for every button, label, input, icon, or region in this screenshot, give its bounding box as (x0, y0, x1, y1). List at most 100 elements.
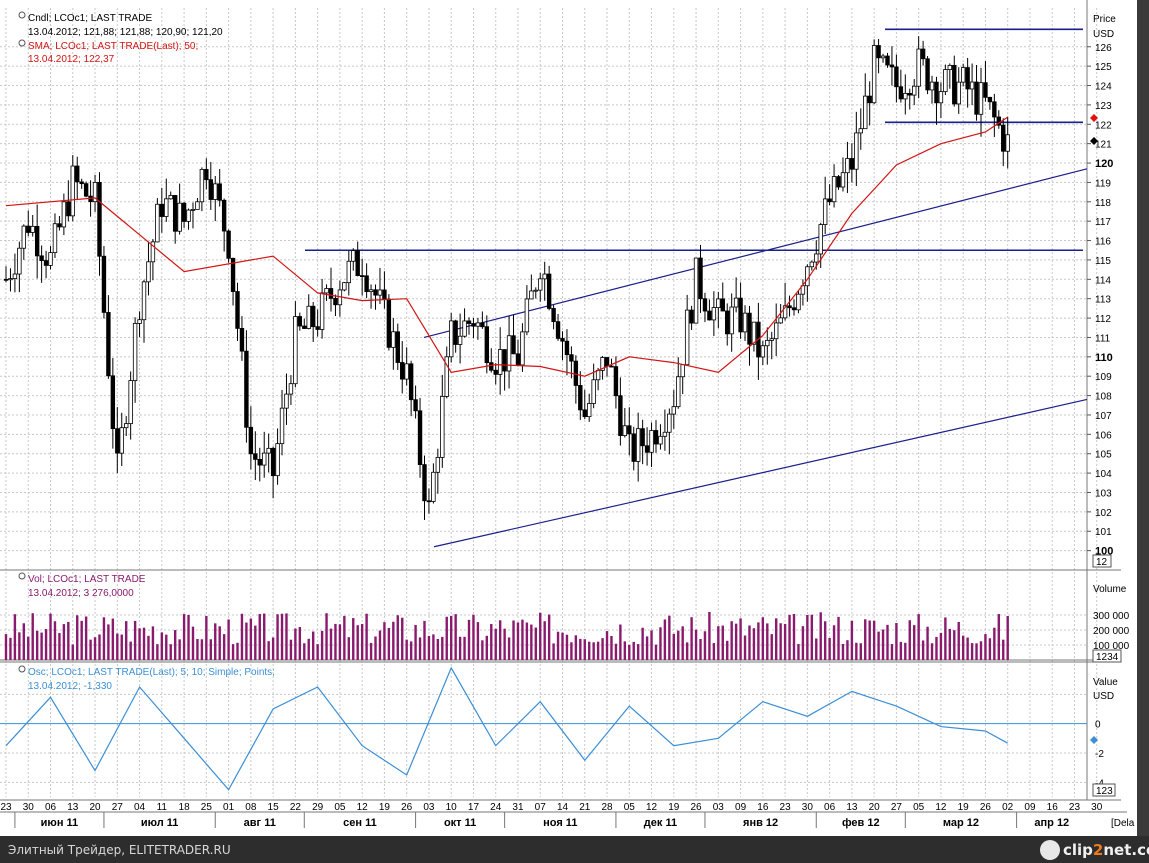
volume-bar (895, 623, 898, 660)
volume-bar (9, 637, 12, 660)
volume-bar (944, 617, 947, 660)
x-day-label: 12 (935, 802, 947, 813)
candle-body (782, 305, 788, 319)
osc-tick-label: 0 (1095, 720, 1101, 731)
x-day-label: 27 (112, 802, 124, 813)
candle-body (471, 323, 476, 327)
volume-bar (13, 614, 17, 660)
volume-bar (654, 644, 658, 660)
volume-bar (645, 636, 649, 660)
footer-caption: Элитный Трейдер, ELITETRADER.RU (8, 843, 231, 857)
volume-bar (583, 639, 586, 660)
volume-bar (872, 620, 876, 660)
candle-body (132, 323, 138, 381)
volume-bar (650, 630, 653, 660)
x-day-label: 21 (579, 802, 591, 813)
x-day-label: 18 (179, 802, 191, 813)
candle-body (827, 198, 832, 203)
candle-body (355, 250, 360, 277)
candle-body (190, 209, 196, 211)
volume-bar (62, 624, 66, 660)
candle-body (876, 45, 881, 59)
price-tick-label: 108 (1095, 392, 1112, 403)
volume-bar (547, 614, 551, 660)
volume-bar (427, 635, 431, 660)
candle-body (889, 64, 895, 68)
volume-bar (191, 626, 195, 660)
candle-body (765, 339, 770, 347)
candle-body (52, 223, 58, 254)
volume-bar (806, 614, 809, 660)
candle-body (969, 81, 975, 90)
candle-body (408, 363, 414, 401)
candle-body (943, 69, 948, 93)
candle-body (413, 399, 418, 412)
volume-bar (850, 620, 854, 660)
candle-body (177, 202, 182, 232)
x-day-label: 14 (557, 802, 569, 813)
candle-body (364, 275, 369, 293)
candle-body (929, 81, 935, 91)
candle-body (564, 340, 570, 356)
price-tick-label: 114 (1095, 275, 1111, 286)
candle-body (489, 362, 494, 371)
candle-body (587, 403, 592, 418)
price-tick-label: 109 (1095, 372, 1112, 383)
volume-bar (703, 631, 707, 660)
volume-bar (76, 615, 79, 660)
volume-bar (970, 643, 974, 660)
volume-bar (636, 644, 640, 660)
candle-body (1005, 134, 1010, 152)
candle-body (106, 312, 111, 377)
candle-body (244, 350, 249, 428)
volume-bar (957, 622, 960, 660)
candle-body (693, 257, 699, 324)
volume-bar (757, 622, 760, 660)
volume-bar (125, 621, 128, 660)
candle-body (493, 369, 498, 375)
candle-body (293, 316, 298, 385)
volume-bar (49, 613, 52, 660)
volume-bar (864, 619, 867, 660)
volume-bar (133, 620, 137, 660)
volume-bar (935, 636, 938, 660)
volume-bar (414, 624, 417, 660)
x-day-label: 08 (245, 802, 257, 813)
candle-body (894, 66, 899, 88)
candle-body (836, 176, 841, 188)
candle-body (992, 101, 997, 118)
volume-bar (979, 641, 983, 660)
volume-bar (84, 616, 88, 660)
volume-bar (953, 630, 956, 660)
x-day-label: 25 (201, 802, 213, 813)
candle-body (631, 433, 636, 462)
candle-body (221, 199, 227, 232)
candle-body (831, 176, 837, 203)
candle-body (907, 92, 912, 96)
candle-body (947, 64, 953, 70)
candle-body (248, 426, 254, 455)
price-tick-label: 113 (1095, 295, 1111, 306)
candle-body (506, 335, 512, 372)
candle-body (12, 273, 18, 279)
volume-bar (102, 617, 106, 660)
candle-body (235, 291, 240, 329)
channel-line (433, 398, 1088, 548)
candle-series (3, 36, 1010, 520)
candle-body (368, 289, 374, 293)
x-day-label: 27 (891, 802, 903, 813)
volume-bar (307, 638, 310, 660)
volume-bar (44, 629, 48, 660)
window-scrollbar[interactable] (1137, 0, 1149, 836)
volume-bar (539, 612, 542, 660)
x-day-label: 06 (824, 802, 836, 813)
volume-bar (4, 634, 8, 660)
candle-body (404, 363, 409, 380)
volume-bar (467, 619, 471, 660)
volume-bar (35, 630, 39, 660)
x-day-label: 15 (268, 802, 280, 813)
candle-body (729, 306, 734, 335)
candle-body (226, 230, 231, 259)
candle-body (858, 128, 863, 134)
volume-bar (619, 624, 622, 660)
